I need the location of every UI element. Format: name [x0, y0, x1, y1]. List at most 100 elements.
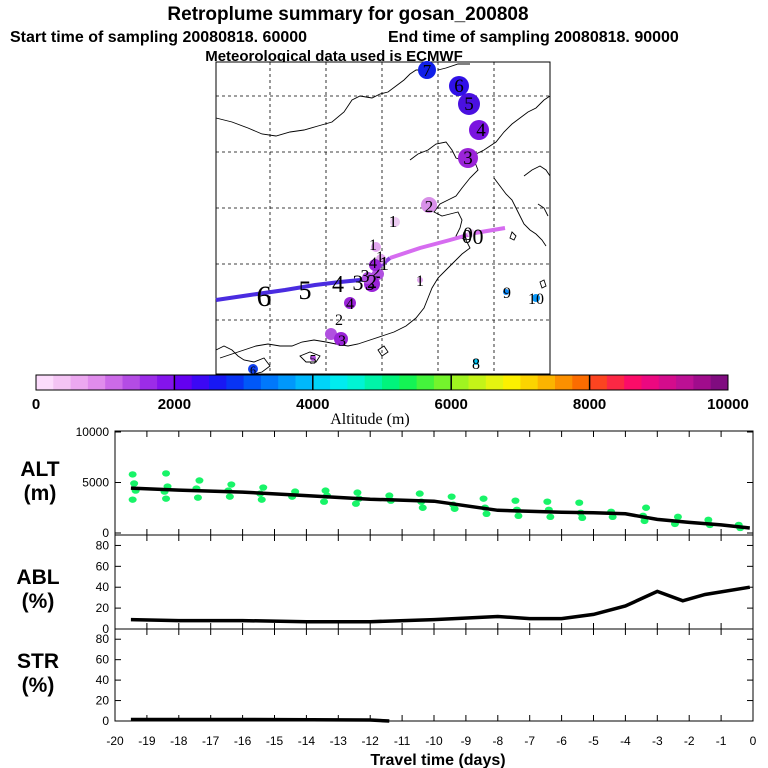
map-marker-label: 4: [369, 255, 377, 272]
alt-point: [479, 495, 488, 502]
colorbar-cell: [209, 375, 227, 390]
map-marker: [334, 332, 348, 346]
alt-point: [128, 496, 137, 503]
map-path-label: 2: [367, 271, 377, 293]
x-tick-label: -6: [556, 734, 567, 748]
x-tick-label: -5: [588, 734, 599, 748]
alt-point: [259, 484, 268, 491]
abl-panel-frame: [114, 534, 754, 630]
colorbar-cell: [555, 375, 573, 390]
colorbar-cell: [416, 375, 435, 390]
alt-point: [642, 504, 651, 511]
alt-panel-yunit: (m): [24, 482, 57, 505]
alt-point: [482, 510, 491, 518]
alt-point: [225, 493, 234, 500]
y-tick-label: 20: [96, 601, 110, 615]
colorbar-cell: [451, 375, 469, 390]
map-marker-label: 2: [425, 197, 434, 216]
map-marker-label: 6: [454, 76, 464, 97]
map-marker-label: 2: [335, 312, 343, 329]
colorbar-cell: [537, 375, 556, 390]
colorbar-cell: [676, 375, 694, 390]
alt-point: [578, 514, 587, 522]
alt-point: [227, 481, 236, 488]
map-marker: [469, 120, 489, 140]
map-marker: [421, 197, 437, 213]
alt-point: [351, 500, 360, 507]
map-marker-label: 3: [361, 266, 370, 286]
colorbar-tick-label: 8000: [573, 396, 606, 413]
colorbar-cell: [606, 375, 625, 390]
x-tick-label: -17: [202, 734, 220, 748]
y-tick-label: 0: [102, 714, 109, 728]
map-marker-label: 3: [463, 148, 473, 169]
x-tick-label: -9: [461, 734, 472, 748]
map-coastlines: [215, 63, 551, 375]
colorbar-cell: [36, 375, 54, 390]
x-tick-label: -7: [524, 734, 535, 748]
alt-yticks: 0 5000 10000: [76, 425, 753, 540]
colorbar-cell: [624, 375, 642, 390]
x-tick-label: -15: [266, 734, 284, 748]
colorbar-cell: [658, 375, 677, 390]
alt-point: [450, 505, 459, 512]
map-marker: [532, 294, 540, 302]
map-marker: [458, 148, 478, 168]
x-tick-label: -16: [234, 734, 252, 748]
alt-point: [704, 516, 713, 524]
colorbar-cell: [572, 375, 590, 390]
str-panel-frame: [114, 628, 754, 722]
map-marker: [418, 61, 436, 79]
alt-point: [543, 498, 552, 505]
colorbar-cell: [433, 375, 452, 390]
colorbar-cell: [330, 375, 348, 390]
alt-point: [257, 496, 266, 503]
end-time-label: End time of sampling 20080818. 90000: [388, 29, 679, 46]
map-marker-label: 1: [389, 212, 398, 231]
map-marker: [390, 217, 400, 227]
map-marker: [325, 328, 337, 340]
map-gridlines: [216, 62, 550, 374]
colorbar-cell: [520, 375, 539, 390]
x-tick-label: -10: [425, 734, 443, 748]
colorbar-tick-label: 10000: [707, 396, 749, 413]
colorbar-cell: [70, 375, 89, 390]
x-tick-label: -12: [362, 734, 380, 748]
map-path-label: 1: [379, 253, 389, 275]
map-path-label: 0: [473, 224, 484, 249]
map-marker: [248, 364, 258, 374]
abl-panel: ABL (%) 0 20 40 60 80: [16, 534, 754, 636]
map-marker: [417, 277, 423, 283]
map-marker-label: 3: [338, 333, 346, 350]
y-tick-label: 20: [96, 694, 110, 708]
map-marker-label: 4: [476, 120, 486, 141]
colorbar-frame: [35, 374, 729, 391]
colorbar-tick-label: 0: [32, 396, 40, 413]
colorbar-cell: [693, 375, 712, 390]
x-axis: -20 -19 -18 -17 -16 -15 -14 -13 -12 -11 -10 -9 -8 -7-…: [106, 431, 757, 748]
y-tick-label: 5000: [82, 476, 109, 490]
colorbar-cell: [260, 375, 279, 390]
x-tick-label: -14: [298, 734, 316, 748]
abl-panel-yunit: (%): [22, 590, 55, 613]
figure-title: Retroplume summary for gosan_200808: [167, 4, 528, 25]
alt-point: [320, 498, 329, 505]
y-tick-label: 10000: [76, 425, 110, 439]
x-tick-label: -18: [170, 734, 188, 748]
abl-line: [130, 585, 751, 624]
met-data-label: Meteorological data used is ECMWF: [205, 48, 463, 65]
str-line: [130, 717, 390, 723]
alt-point: [128, 471, 137, 478]
alt-point: [575, 499, 584, 506]
colorbar-cell: [243, 375, 262, 390]
alt-mean-line: [130, 486, 750, 530]
map-marker: [449, 76, 469, 96]
map-marker-label: 2: [371, 261, 381, 283]
map-marker: [467, 229, 475, 237]
y-tick-label: 60: [96, 653, 110, 667]
map-marker-label: 8: [472, 356, 480, 373]
map-marker-label: 4: [346, 296, 354, 313]
x-tick-label: 0: [750, 734, 757, 748]
